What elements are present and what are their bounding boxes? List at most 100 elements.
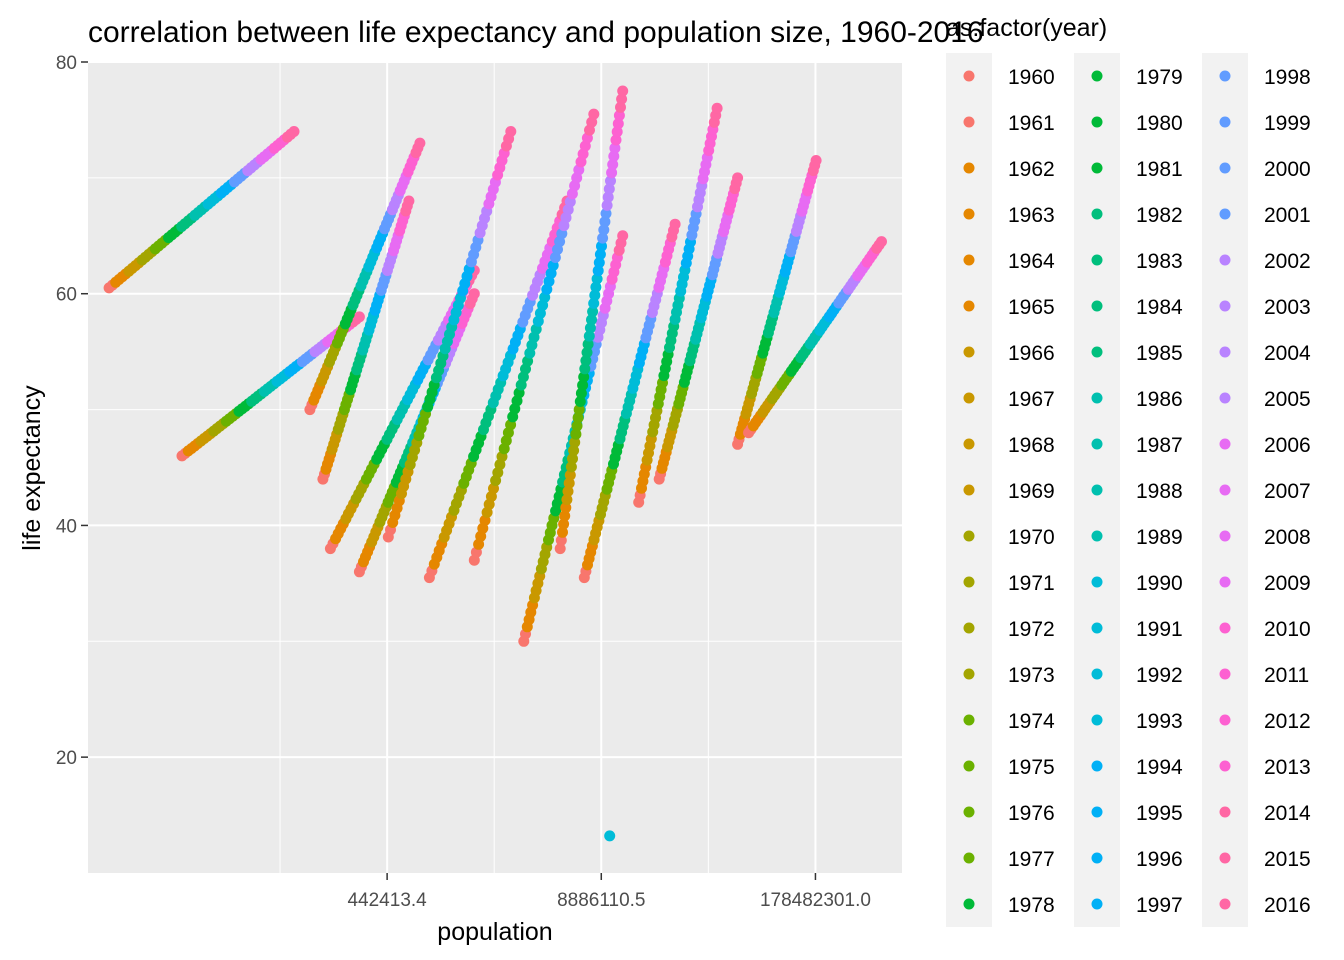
legend-key [1091, 346, 1103, 358]
data-point [593, 257, 605, 269]
data-point [600, 208, 612, 219]
legend-label: 1973 [1008, 664, 1055, 687]
y-tick-label: 80 [56, 53, 77, 74]
data-point [604, 830, 616, 842]
data-point [575, 387, 587, 399]
data-point [571, 420, 583, 432]
legend-key [1219, 346, 1231, 358]
legend-label: 1983 [1136, 250, 1183, 273]
legend-label: 1982 [1136, 204, 1183, 227]
x-axis-title: population [437, 918, 552, 946]
data-point [609, 142, 621, 154]
legend-key [1219, 898, 1231, 910]
data-point [580, 355, 592, 367]
data-point [570, 428, 582, 440]
legend-label: 1981 [1136, 158, 1183, 181]
legend-label: 2002 [1264, 250, 1311, 273]
x-tick-label: 178482301.0 [760, 890, 871, 911]
legend-label: 1988 [1136, 480, 1183, 503]
legend-label: 2008 [1264, 526, 1311, 549]
legend-key [963, 714, 975, 726]
data-point [711, 102, 723, 114]
legend-key [963, 438, 975, 450]
legend-key [1091, 576, 1103, 588]
data-point [591, 273, 603, 285]
legend-key [963, 898, 975, 910]
legend-key [963, 622, 975, 634]
legend-label: 2015 [1264, 848, 1311, 871]
data-point [567, 453, 578, 465]
data-point [601, 199, 613, 211]
legend-key [963, 760, 975, 772]
legend-key [1091, 392, 1103, 404]
data-point [613, 110, 625, 121]
data-point [669, 218, 681, 230]
data-point [568, 445, 580, 456]
legend-key [1091, 668, 1103, 680]
data-point [810, 155, 822, 166]
legend-label: 1963 [1008, 204, 1055, 227]
data-point [573, 404, 585, 416]
legend-label: 1966 [1008, 342, 1055, 365]
legend-label: 2016 [1264, 894, 1311, 917]
legend-label: 1965 [1008, 296, 1055, 319]
legend-key [1219, 622, 1231, 634]
legend-label: 1976 [1008, 802, 1055, 825]
data-point [584, 322, 596, 334]
y-axis-title: life expectancy [18, 385, 46, 551]
legend-key [1091, 714, 1103, 726]
legend-key [1219, 208, 1231, 220]
data-point [596, 240, 607, 252]
legend-label: 1971 [1008, 572, 1055, 595]
data-point [560, 502, 572, 514]
data-point [583, 330, 595, 342]
legend-label: 1974 [1008, 710, 1055, 733]
legend-label: 1972 [1008, 618, 1055, 641]
data-point [607, 159, 619, 170]
y-tick-label: 20 [56, 748, 77, 769]
x-axis: 442413.4 8886110.5 178482301.0 [347, 873, 871, 911]
data-point [594, 248, 606, 260]
data-point [353, 311, 365, 323]
data-point [617, 85, 629, 97]
legend-key [1219, 760, 1231, 772]
legend-label: 2003 [1264, 296, 1311, 319]
legend-label: 1977 [1008, 848, 1055, 871]
data-point [564, 469, 576, 481]
legend-label: 1986 [1136, 388, 1183, 411]
data-point [558, 518, 570, 530]
data-point [288, 126, 300, 137]
legend-key [963, 576, 975, 588]
data-point [554, 543, 566, 555]
legend: as.factor(year) 1960 1961 1962 1963 1964 1965… [946, 14, 1311, 927]
legend-key [963, 852, 975, 864]
legend-label: 1999 [1264, 112, 1311, 135]
legend-key [1091, 162, 1103, 174]
legend-label: 2005 [1264, 388, 1311, 411]
data-point [602, 191, 614, 203]
data-point [577, 379, 589, 391]
data-point [557, 526, 568, 538]
legend-label: 2007 [1264, 480, 1311, 503]
legend-label: 1964 [1008, 250, 1055, 273]
legend-label: 1978 [1008, 894, 1055, 917]
legend-key [1091, 70, 1103, 82]
data-point [574, 396, 586, 407]
legend-label: 1979 [1136, 66, 1183, 89]
x-tick-label: 442413.4 [347, 890, 427, 911]
data-point [579, 363, 591, 375]
data-point [563, 477, 575, 489]
legend-key [1219, 852, 1231, 864]
data-point [468, 288, 480, 300]
legend-key [963, 484, 975, 496]
legend-label: 1991 [1136, 618, 1183, 641]
data-point [876, 236, 887, 248]
legend-key [963, 806, 975, 818]
data-point [616, 93, 628, 105]
data-point [403, 195, 415, 207]
data-point [588, 297, 600, 309]
legend-key [963, 668, 975, 680]
data-point [569, 436, 581, 448]
legend-key [1219, 162, 1231, 174]
